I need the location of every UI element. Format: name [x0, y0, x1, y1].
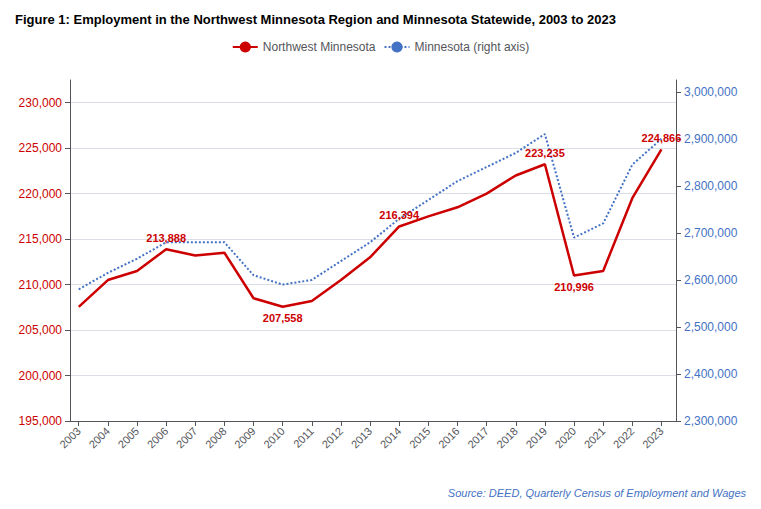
svg-text:2023: 2023 — [640, 425, 666, 451]
svg-text:2004: 2004 — [86, 425, 112, 451]
svg-text:195,000: 195,000 — [19, 414, 63, 428]
svg-text:2,400,000: 2,400,000 — [684, 367, 738, 381]
svg-text:2022: 2022 — [611, 425, 637, 451]
svg-text:2014: 2014 — [378, 425, 404, 451]
svg-text:210,000: 210,000 — [19, 278, 63, 292]
svg-text:2013: 2013 — [349, 425, 375, 451]
svg-text:3,000,000: 3,000,000 — [684, 85, 738, 99]
svg-text:Figure 1: Employment in the No: Figure 1: Employment in the Northwest Mi… — [15, 12, 616, 27]
svg-text:2020: 2020 — [553, 425, 579, 451]
svg-text:2011: 2011 — [291, 425, 316, 450]
svg-text:2021: 2021 — [582, 425, 608, 451]
svg-text:200,000: 200,000 — [19, 369, 63, 383]
svg-text:2,800,000: 2,800,000 — [684, 179, 738, 193]
svg-text:215,000: 215,000 — [19, 232, 63, 246]
svg-text:213,888: 213,888 — [146, 232, 186, 244]
svg-text:220,000: 220,000 — [19, 187, 63, 201]
svg-text:2015: 2015 — [407, 425, 433, 451]
svg-text:2,900,000: 2,900,000 — [684, 132, 738, 146]
svg-text:2008: 2008 — [203, 425, 229, 451]
svg-text:2007: 2007 — [174, 425, 200, 451]
svg-text:216,394: 216,394 — [379, 209, 420, 221]
svg-text:2017: 2017 — [465, 425, 491, 451]
svg-text:2,700,000: 2,700,000 — [684, 226, 738, 240]
svg-text:2,600,000: 2,600,000 — [684, 273, 738, 287]
svg-text:224,866: 224,866 — [642, 132, 682, 144]
svg-text:Source: DEED, Quarterly Census: Source: DEED, Quarterly Census of Employ… — [448, 487, 747, 499]
svg-text:2016: 2016 — [436, 425, 462, 451]
svg-text:2,300,000: 2,300,000 — [684, 414, 738, 428]
svg-text:2010: 2010 — [261, 425, 287, 451]
svg-text:207,558: 207,558 — [263, 312, 303, 324]
svg-text:2006: 2006 — [145, 425, 171, 451]
svg-text:225,000: 225,000 — [19, 141, 63, 155]
svg-text:2012: 2012 — [319, 425, 345, 451]
svg-text:223,235: 223,235 — [525, 147, 565, 159]
svg-text:2018: 2018 — [494, 425, 520, 451]
svg-text:2019: 2019 — [523, 425, 549, 451]
svg-text:2009: 2009 — [232, 425, 258, 451]
svg-text:2,500,000: 2,500,000 — [684, 320, 738, 334]
svg-text:230,000: 230,000 — [19, 96, 63, 110]
svg-text:Northwest Minnesota: Northwest Minnesota — [263, 40, 376, 54]
svg-text:2003: 2003 — [57, 425, 83, 451]
svg-text:205,000: 205,000 — [19, 323, 63, 337]
svg-text:Minnesota (right axis): Minnesota (right axis) — [415, 40, 530, 54]
svg-text:2005: 2005 — [115, 425, 141, 451]
svg-text:210,996: 210,996 — [554, 281, 594, 293]
